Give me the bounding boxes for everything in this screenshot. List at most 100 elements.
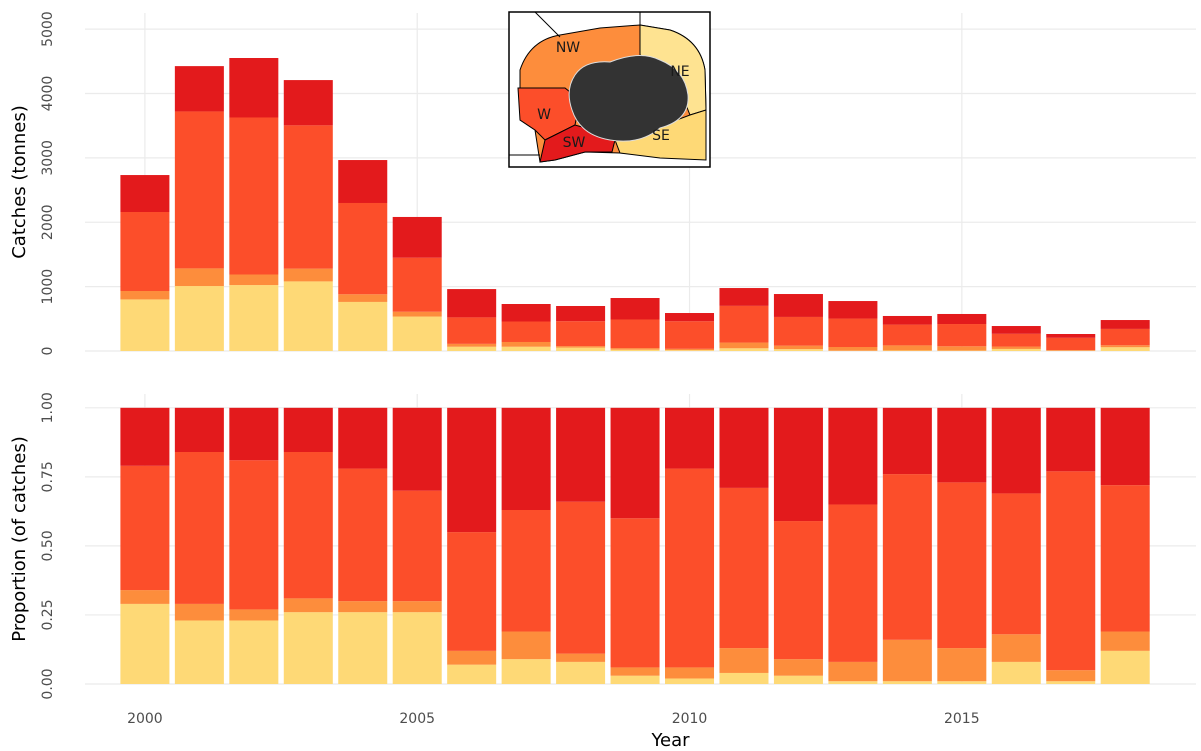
bar-segment: [229, 407, 279, 461]
bar-segment: [556, 501, 606, 654]
bar-segment: [229, 58, 279, 118]
bar-segment: [501, 341, 551, 347]
bar-segment: [556, 346, 606, 348]
bar-segment: [937, 324, 987, 347]
bar-segment: [665, 468, 715, 668]
bar-segment: [1046, 407, 1096, 472]
x-tick-label: 2010: [672, 711, 708, 727]
bar-segment: [338, 294, 388, 302]
bar-segment: [174, 407, 224, 452]
x-axis-title: Year: [650, 730, 690, 751]
bar-segment: [501, 346, 551, 351]
bar-segment: [828, 347, 878, 351]
y-axis-title: Proportion (of catches): [9, 436, 30, 641]
bar-segment: [610, 667, 660, 676]
y-tick-label: 2000: [40, 204, 56, 240]
bar-segment: [665, 313, 715, 322]
bar-segment: [120, 407, 170, 466]
bar-segment: [447, 289, 497, 318]
bar-segment: [828, 661, 878, 682]
y-tick-label: 0.75: [40, 461, 56, 492]
bar-segment: [773, 316, 823, 346]
bar-segment: [773, 294, 823, 317]
bar-segment: [283, 452, 333, 599]
bar-segment: [719, 305, 769, 343]
bar-segment: [392, 612, 442, 684]
bar-segment: [392, 601, 442, 613]
map-glacier: [568, 55, 689, 142]
bar-segment: [991, 407, 1041, 494]
bar-segment: [665, 350, 715, 351]
bar-segment: [665, 348, 715, 351]
bar-segment: [447, 407, 497, 533]
bar-segment: [937, 648, 987, 682]
bar-segment: [338, 160, 388, 203]
bar-segment: [229, 620, 279, 684]
map-label: NW: [556, 40, 580, 56]
bar-segment: [773, 407, 823, 522]
bar-segment: [719, 348, 769, 351]
y-tick-label: 0.00: [40, 668, 56, 699]
map-label: NE: [670, 64, 689, 80]
bar-segment: [1100, 407, 1150, 486]
bar-segment: [283, 125, 333, 269]
bar-segment: [882, 315, 932, 325]
bar-segment: [991, 634, 1041, 662]
bar-segment: [120, 299, 170, 351]
bar-segment: [338, 301, 388, 351]
bar-segment: [556, 305, 606, 322]
bar-segment: [1046, 471, 1096, 671]
bar-segment: [719, 648, 769, 673]
bar-segment: [882, 681, 932, 684]
bar-segment: [665, 667, 715, 679]
bar-segment: [1046, 337, 1096, 351]
bar-segment: [447, 317, 497, 344]
bar-segment: [501, 631, 551, 660]
bar-segment: [447, 346, 497, 351]
bar-segment: [991, 333, 1041, 347]
map-label: W: [537, 107, 551, 123]
bar-segment: [174, 286, 224, 351]
bar-segment: [229, 117, 279, 275]
bar-segment: [665, 321, 715, 349]
bar-segment: [773, 659, 823, 676]
bar-segment: [1100, 328, 1150, 346]
bar-segment: [937, 482, 987, 649]
bar-segment: [501, 321, 551, 342]
bar-segment: [828, 301, 878, 319]
bar-segment: [882, 474, 932, 640]
bar-segment: [773, 521, 823, 660]
bar-segment: [447, 532, 497, 651]
bar-segment: [174, 603, 224, 621]
bar-segment: [991, 493, 1041, 635]
bar-segment: [556, 347, 606, 351]
bar-segment: [283, 612, 333, 684]
bar-segment: [392, 257, 442, 312]
bar-segment: [338, 468, 388, 602]
map-label: SE: [652, 128, 670, 144]
bar-segment: [882, 407, 932, 475]
bar-segment: [882, 345, 932, 351]
y-tick-label: 1.00: [40, 392, 56, 423]
bar-segment: [719, 487, 769, 649]
bar-segment: [773, 345, 823, 350]
bar-segment: [1046, 670, 1096, 682]
bar-segment: [501, 659, 551, 684]
bar-segment: [719, 288, 769, 306]
x-tick-label: 2015: [944, 711, 980, 727]
bar-segment: [610, 348, 660, 350]
bar-segment: [501, 510, 551, 632]
bar-segment: [882, 639, 932, 682]
bar-segment: [556, 321, 606, 347]
bar-segment: [1100, 650, 1150, 684]
bar-segment: [392, 316, 442, 351]
bar-segment: [556, 661, 606, 684]
bar-segment: [229, 609, 279, 621]
y-tick-label: 0.50: [40, 530, 56, 561]
bar-segment: [447, 650, 497, 665]
plots: 0 1000 2000 3000 4000 5000 Catches (tonnes) 0.0…: [9, 11, 1196, 751]
bar-segment: [283, 268, 333, 282]
bar-segment: [120, 290, 170, 300]
bar-segment: [610, 349, 660, 351]
